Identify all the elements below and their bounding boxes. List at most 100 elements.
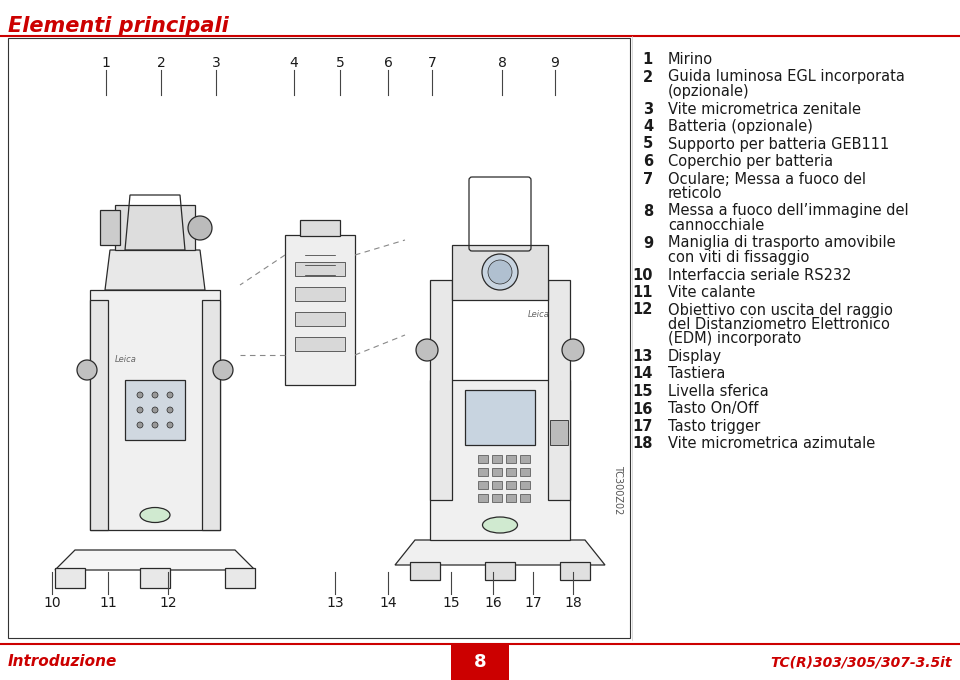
Circle shape [213,360,233,380]
Text: 5: 5 [643,137,653,152]
Text: 17: 17 [633,419,653,434]
Circle shape [152,422,158,428]
Bar [550,420,568,445]
Bar [506,468,516,476]
Circle shape [152,392,158,398]
Bar [225,568,255,588]
Bar [430,380,570,540]
Text: 10: 10 [633,267,653,282]
Ellipse shape [483,517,517,533]
Bar [492,455,502,463]
Text: 2: 2 [156,56,165,70]
Bar [520,494,530,502]
Circle shape [188,216,212,240]
Circle shape [416,339,438,361]
Text: 18: 18 [564,596,582,610]
Polygon shape [105,250,205,290]
Text: 13: 13 [633,349,653,364]
Text: reticolo: reticolo [668,186,723,201]
Text: Livella sferica: Livella sferica [668,384,769,399]
Text: 11: 11 [99,596,117,610]
Text: Guida luminosa EGL incorporata: Guida luminosa EGL incorporata [668,69,905,84]
Text: 9: 9 [551,56,560,70]
Text: 7: 7 [427,56,437,70]
Bar [8,38,630,638]
Bar [410,562,440,580]
Text: Tastiera: Tastiera [668,367,726,381]
Circle shape [137,422,143,428]
Bar [300,220,340,236]
Bar [492,468,502,476]
Text: 1: 1 [643,52,653,67]
Bar [140,568,170,588]
Bar [295,337,345,351]
Text: Supporto per batteria GEB111: Supporto per batteria GEB111 [668,137,889,152]
Text: Vite micrometrica zenitale: Vite micrometrica zenitale [668,101,861,116]
Text: Batteria (opzionale): Batteria (opzionale) [668,119,813,134]
Polygon shape [395,540,605,565]
Bar [202,300,220,530]
Bar [506,481,516,489]
Bar [478,468,488,476]
Text: 1: 1 [102,56,110,70]
Text: con viti di fissaggio: con viti di fissaggio [668,250,809,265]
Bar [115,205,195,250]
Text: 15: 15 [633,384,653,399]
Circle shape [77,360,97,380]
Bar [451,644,509,680]
Text: Tasto On/Off: Tasto On/Off [668,401,758,416]
Text: 9: 9 [643,235,653,250]
Text: 3: 3 [643,101,653,116]
Text: Introduzione: Introduzione [8,654,117,670]
Text: TC(R)303/305/307-3.5it: TC(R)303/305/307-3.5it [771,655,952,669]
Bar [285,235,355,385]
Text: Oculare; Messa a fuoco del: Oculare; Messa a fuoco del [668,171,866,186]
Text: 14: 14 [633,367,653,381]
Text: TC300Z02: TC300Z02 [613,465,623,515]
Bar [492,481,502,489]
Text: Vite micrometrica azimutale: Vite micrometrica azimutale [668,437,876,452]
Text: 8: 8 [643,203,653,218]
Text: 6: 6 [643,154,653,169]
Text: 2: 2 [643,69,653,84]
Text: del Distanziometro Elettronico: del Distanziometro Elettronico [668,317,890,332]
Circle shape [562,339,584,361]
Bar [506,455,516,463]
Bar [90,300,108,530]
Bar [506,494,516,502]
Text: Obiettivo con uscita del raggio: Obiettivo con uscita del raggio [668,303,893,318]
Text: Messa a fuoco dell’immagine del: Messa a fuoco dell’immagine del [668,203,908,218]
Bar [295,262,345,276]
Circle shape [488,260,512,284]
Text: 4: 4 [643,119,653,134]
Bar [520,455,530,463]
Circle shape [167,407,173,413]
Text: 17: 17 [524,596,541,610]
Text: 7: 7 [643,171,653,186]
Bar [465,390,535,445]
Ellipse shape [140,507,170,522]
Text: 15: 15 [443,596,460,610]
Text: 5: 5 [336,56,345,70]
Text: Leica: Leica [528,310,550,319]
Text: (opzionale): (opzionale) [668,84,750,99]
Text: Maniglia di trasporto amovibile: Maniglia di trasporto amovibile [668,235,896,250]
Text: 14: 14 [379,596,396,610]
Bar [452,245,548,300]
Bar [478,481,488,489]
Text: 6: 6 [384,56,393,70]
Text: (EDM) incorporato: (EDM) incorporato [668,332,802,347]
Bar [125,380,185,440]
Text: Leica: Leica [115,355,137,364]
Text: Interfaccia seriale RS232: Interfaccia seriale RS232 [668,267,852,282]
Text: Vite calante: Vite calante [668,285,756,300]
Circle shape [482,254,518,290]
Bar [485,562,515,580]
Circle shape [167,392,173,398]
Text: 10: 10 [43,596,60,610]
Bar [478,494,488,502]
Text: 4: 4 [290,56,299,70]
Circle shape [137,392,143,398]
Text: Coperchio per batteria: Coperchio per batteria [668,154,833,169]
Text: Elementi principali: Elementi principali [8,16,228,36]
